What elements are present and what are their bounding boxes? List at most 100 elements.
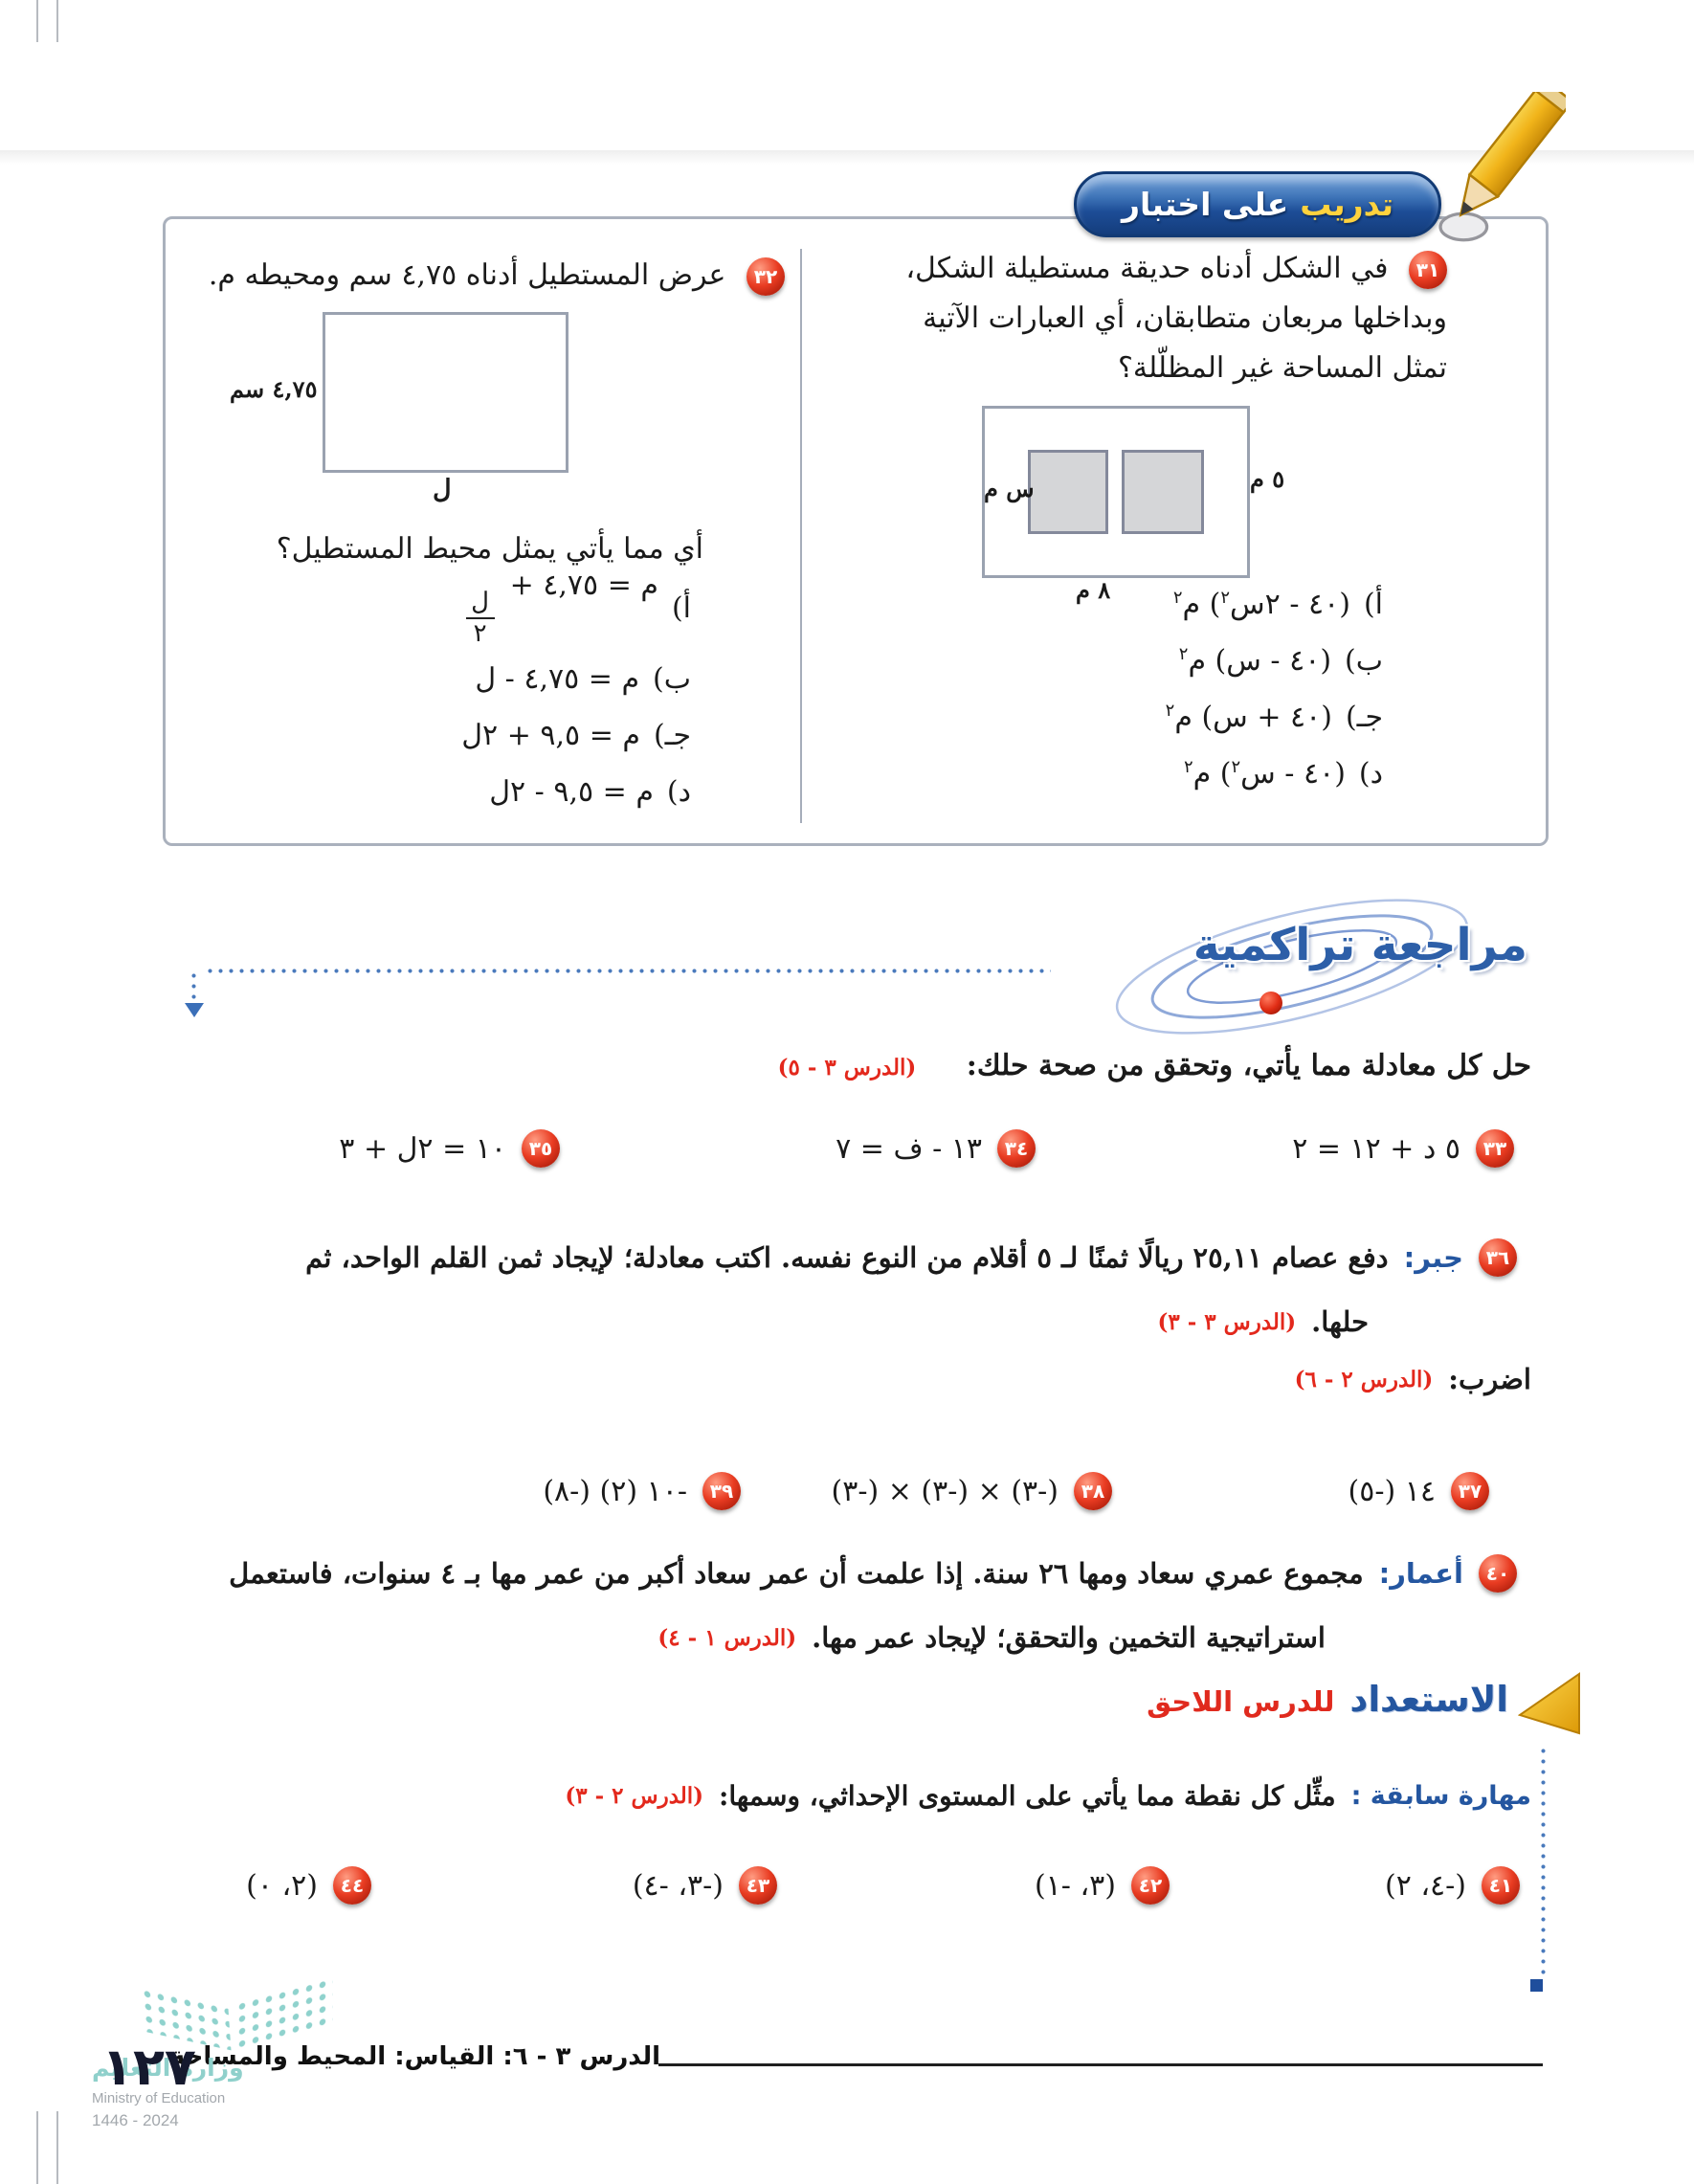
problem-number-badge: ٤٤ xyxy=(333,1866,371,1905)
problem-35: ٣٥ ١٠ = ٢ل + ٣ xyxy=(339,1129,560,1168)
choice-label: جـ) xyxy=(653,719,691,752)
choice-expression: (٤٠ - س) م٢ xyxy=(1178,644,1332,678)
ministry-wordmark-en: Ministry of Education xyxy=(92,2090,226,2106)
page-number: ١٢٧ xyxy=(101,2037,196,2097)
choice-label: ب) xyxy=(653,662,691,696)
problem-34: ٣٤ ١٣ - ف = ٧ xyxy=(836,1129,1036,1168)
dotted-connector xyxy=(1541,1746,1546,1977)
choice-label: أ) xyxy=(671,591,691,625)
shaded-square-right xyxy=(1122,450,1204,534)
problem-32-text1: عرض المستطيل أدناه ٤,٧٥ سم ومحيطه م. xyxy=(208,258,726,292)
problem-36: ٣٦ جبر: دفع عصام ٢٥,١١ ريالًا ثمنًا لـ ٥… xyxy=(305,1238,1517,1277)
choice-expression: م = ٩,٥ - ٢ل xyxy=(489,775,654,809)
choice-label: ب) xyxy=(1345,644,1383,678)
lesson-reference: (الدرس ٣ - ٣) xyxy=(1157,1308,1297,1335)
problem-31-text1: في الشكل أدناه حديقة مستطيلة الشكل، xyxy=(905,252,1389,285)
topic-label: أعمار: xyxy=(1378,1557,1463,1590)
choice-label: أ) xyxy=(1363,588,1383,621)
crop-mark xyxy=(36,0,38,42)
review-section-title: مراجعة تراكمية xyxy=(1192,919,1527,971)
problem-number-badge: ٣٣ xyxy=(1476,1129,1514,1168)
topic-label: جبر: xyxy=(1403,1241,1463,1274)
problem-number-badge: ٣٧ xyxy=(1451,1472,1489,1510)
orbit-swirl-icon xyxy=(1115,899,1469,1035)
equation: ١٣ - ف = ٧ xyxy=(836,1131,982,1166)
banner-word-highlight: تدريب xyxy=(1300,186,1394,223)
choice-expression: م = ٤,٧٥ - ل xyxy=(475,662,640,696)
problem-44: ٤٤ (٢، ٠) xyxy=(246,1866,371,1905)
garden-rectangle-figure xyxy=(982,406,1250,578)
problem-31-choices: أ) (٤٠ - ٢س٢) م٢ ب) (٤٠ - س) م٢ جـ) (٤٠ … xyxy=(1166,588,1383,791)
choice-c: جـ) (٤٠ + س) م٢ xyxy=(1166,701,1383,734)
multiply-instruction: اضرب: (الدرس ٢ - ٦) xyxy=(1295,1363,1531,1395)
coordinate-pair: (٣، -١) xyxy=(1034,1868,1116,1903)
figure-right-label: ٥ م xyxy=(1250,465,1285,493)
choice-label: د) xyxy=(666,775,691,809)
dotted-leader xyxy=(205,969,1051,973)
dotted-leader-turn xyxy=(191,970,196,999)
crop-mark xyxy=(56,2111,58,2184)
problem-40-text: مجموع عمري سعاد ومها ٢٦ سنة. إذا علمت أن… xyxy=(229,1557,1364,1590)
expression: -١٠ (٢) (-٨) xyxy=(543,1474,687,1508)
problem-32-question-text: أي مما يأتي يمثل محيط المستطيل؟ xyxy=(276,532,703,566)
crop-mark xyxy=(56,0,58,42)
next-lesson-header: الاستعداد للدرس اللاحق xyxy=(1147,1679,1508,1720)
problem-number-badge: ٣٤ xyxy=(997,1129,1036,1168)
expression: (-٣) × (-٣) × (-٣) xyxy=(831,1474,1059,1508)
problem-number-badge: ٣٢ xyxy=(747,257,785,296)
choice-label: جـ) xyxy=(1345,701,1383,734)
problem-32-question: أي مما يأتي يمثل محيط المستطيل؟ xyxy=(167,524,703,574)
choice-expression: (٤٠ - ٢س٢) م٢ xyxy=(1172,588,1350,621)
banner-word-rest: على اختبار xyxy=(1121,186,1289,223)
lesson-reference: (الدرس ٣ - ٥) xyxy=(777,1055,917,1081)
lesson-reference: (الدرس ٢ - ٦) xyxy=(1294,1366,1434,1393)
problem-number-badge: ٣١ xyxy=(1409,251,1447,289)
problem-33: ٣٣ ٥ د + ١٢ = ٢ xyxy=(1292,1129,1514,1168)
coordinate-pair: (-٣، -٤) xyxy=(632,1868,724,1903)
pencil-icon xyxy=(1438,92,1566,242)
shaded-square-left xyxy=(1028,450,1108,534)
footer-rule xyxy=(658,2063,1543,2066)
problem-41: ٤١ (-٤، ٢) xyxy=(1385,1866,1520,1905)
problem-40: ٤٠ أعمار: مجموع عمري سعاد ومها ٢٦ سنة. إ… xyxy=(229,1554,1517,1593)
equation: ١٠ = ٢ل + ٣ xyxy=(339,1131,506,1166)
expression: ١٤ (-٥) xyxy=(1348,1474,1436,1508)
next-lesson-title: الاستعداد xyxy=(1349,1679,1508,1720)
connector-end-square xyxy=(1530,1979,1543,1992)
problem-31-text2: وبداخلها مربعان متطابقان، أي العبارات ال… xyxy=(923,301,1447,335)
problem-number-badge: ٣٥ xyxy=(522,1129,560,1168)
choice-a: أ) (٤٠ - ٢س٢) م٢ xyxy=(1166,588,1383,621)
choice-b: ب) (٤٠ - س) م٢ xyxy=(1166,644,1383,678)
figure-bottom-label: ٨ م xyxy=(1076,576,1111,604)
edition-year: 2024 - 1446 xyxy=(92,2111,179,2129)
choice-c: جـ) م = ٩,٥ + ٢ل xyxy=(461,719,691,752)
problem-38: ٣٨ (-٣) × (-٣) × (-٣) xyxy=(832,1472,1112,1510)
problem-40-line2: استراتيجية التخمين والتحقق؛ لإيجاد عمر م… xyxy=(658,1621,1326,1654)
rectangle-figure xyxy=(323,312,568,473)
figure-length-label: ل xyxy=(433,475,452,504)
prior-skill-line: مهارة سابقة : مثِّل كل نقطة مما يأتي على… xyxy=(565,1780,1531,1812)
problem-number-badge: ٣٦ xyxy=(1479,1238,1517,1277)
lesson-reference: (الدرس ٢ - ٣) xyxy=(565,1783,704,1809)
choice-d: د) (٤٠ - س٢) م٢ xyxy=(1166,757,1383,791)
choice-expression: (٤٠ + س) م٢ xyxy=(1165,701,1332,734)
problem-31: ٣١ في الشكل أدناه حديقة مستطيلة الشكل، و… xyxy=(247,244,1447,393)
choice-d: د) م = ٩,٥ - ٢ل xyxy=(461,775,691,809)
problem-36-line2: حلها. (الدرس ٣ - ٣) xyxy=(1157,1305,1369,1338)
lesson-reference: (الدرس ١ - ٤) xyxy=(658,1624,797,1651)
prior-skill-text: مثِّل كل نقطة مما يأتي على المستوى الإحد… xyxy=(719,1780,1336,1812)
coordinate-pair: (-٤، ٢) xyxy=(1384,1868,1466,1903)
column-divider xyxy=(800,249,802,823)
problem-37: ٣٧ ١٤ (-٥) xyxy=(1349,1472,1489,1510)
multiply-label: اضرب: xyxy=(1448,1363,1531,1395)
figure-width-label: ٤,٧٥ سم xyxy=(230,375,318,403)
problem-number-badge: ٤٣ xyxy=(739,1866,777,1905)
figure-square-label: س م xyxy=(984,475,1035,502)
choice-b: ب) م = ٤,٧٥ - ل xyxy=(461,662,691,696)
next-lesson-subtitle: للدرس اللاحق xyxy=(1147,1685,1335,1718)
problem-36-text2: حلها. xyxy=(1311,1305,1369,1338)
choice-expression: (٤٠ - س٢) م٢ xyxy=(1183,757,1346,791)
problem-number-badge: ٣٨ xyxy=(1074,1472,1112,1510)
